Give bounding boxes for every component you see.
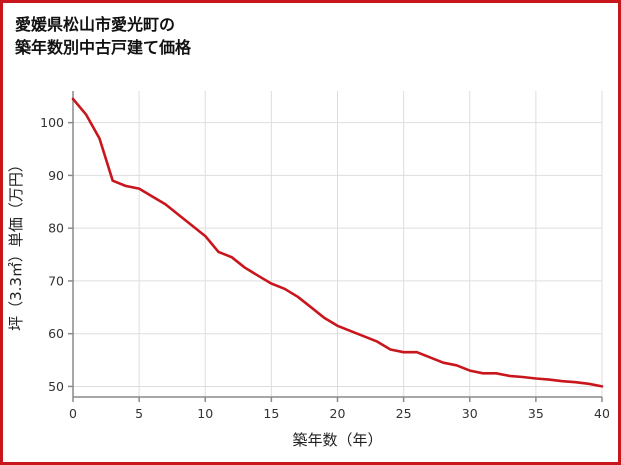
y-tick-label: 50 (48, 379, 64, 394)
x-tick-label: 35 (528, 406, 544, 421)
y-tick-label: 70 (48, 273, 64, 288)
y-tick-label: 90 (48, 168, 64, 183)
price-by-age-chart: 0 5 10 15 20 25 30 35 40 50 60 70 80 90 100 築年数（年） 坪（3.3… (7, 91, 610, 449)
x-axis-label: 築年数（年） (292, 431, 382, 449)
x-tick-label: 10 (197, 406, 213, 421)
line-chart: 0 5 10 15 20 25 30 35 40 50 60 70 80 90 100 築年数（年） 坪（3.3… (5, 75, 618, 462)
y-tick-label: 100 (40, 115, 64, 130)
x-tick-label: 0 (69, 406, 77, 421)
chart-title-line2: 築年数別中古戸建て価格 (15, 38, 192, 58)
x-tick-label: 20 (330, 406, 346, 421)
price-line (71, 97, 604, 388)
x-tick-label: 5 (135, 406, 143, 421)
chart-title: 愛媛県松山市愛光町の 築年数別中古戸建て価格 (3, 3, 618, 59)
x-tick-label: 25 (396, 406, 412, 421)
chart-title-line1: 愛媛県松山市愛光町の (15, 15, 176, 34)
y-tick-label: 60 (48, 326, 64, 341)
x-tick-label: 15 (263, 406, 279, 421)
x-tick-label: 30 (462, 406, 478, 421)
y-axis-label: 坪（3.3㎡）単価（万円） (7, 157, 25, 331)
y-tick-label: 80 (48, 221, 64, 236)
x-tick-label: 40 (594, 406, 610, 421)
